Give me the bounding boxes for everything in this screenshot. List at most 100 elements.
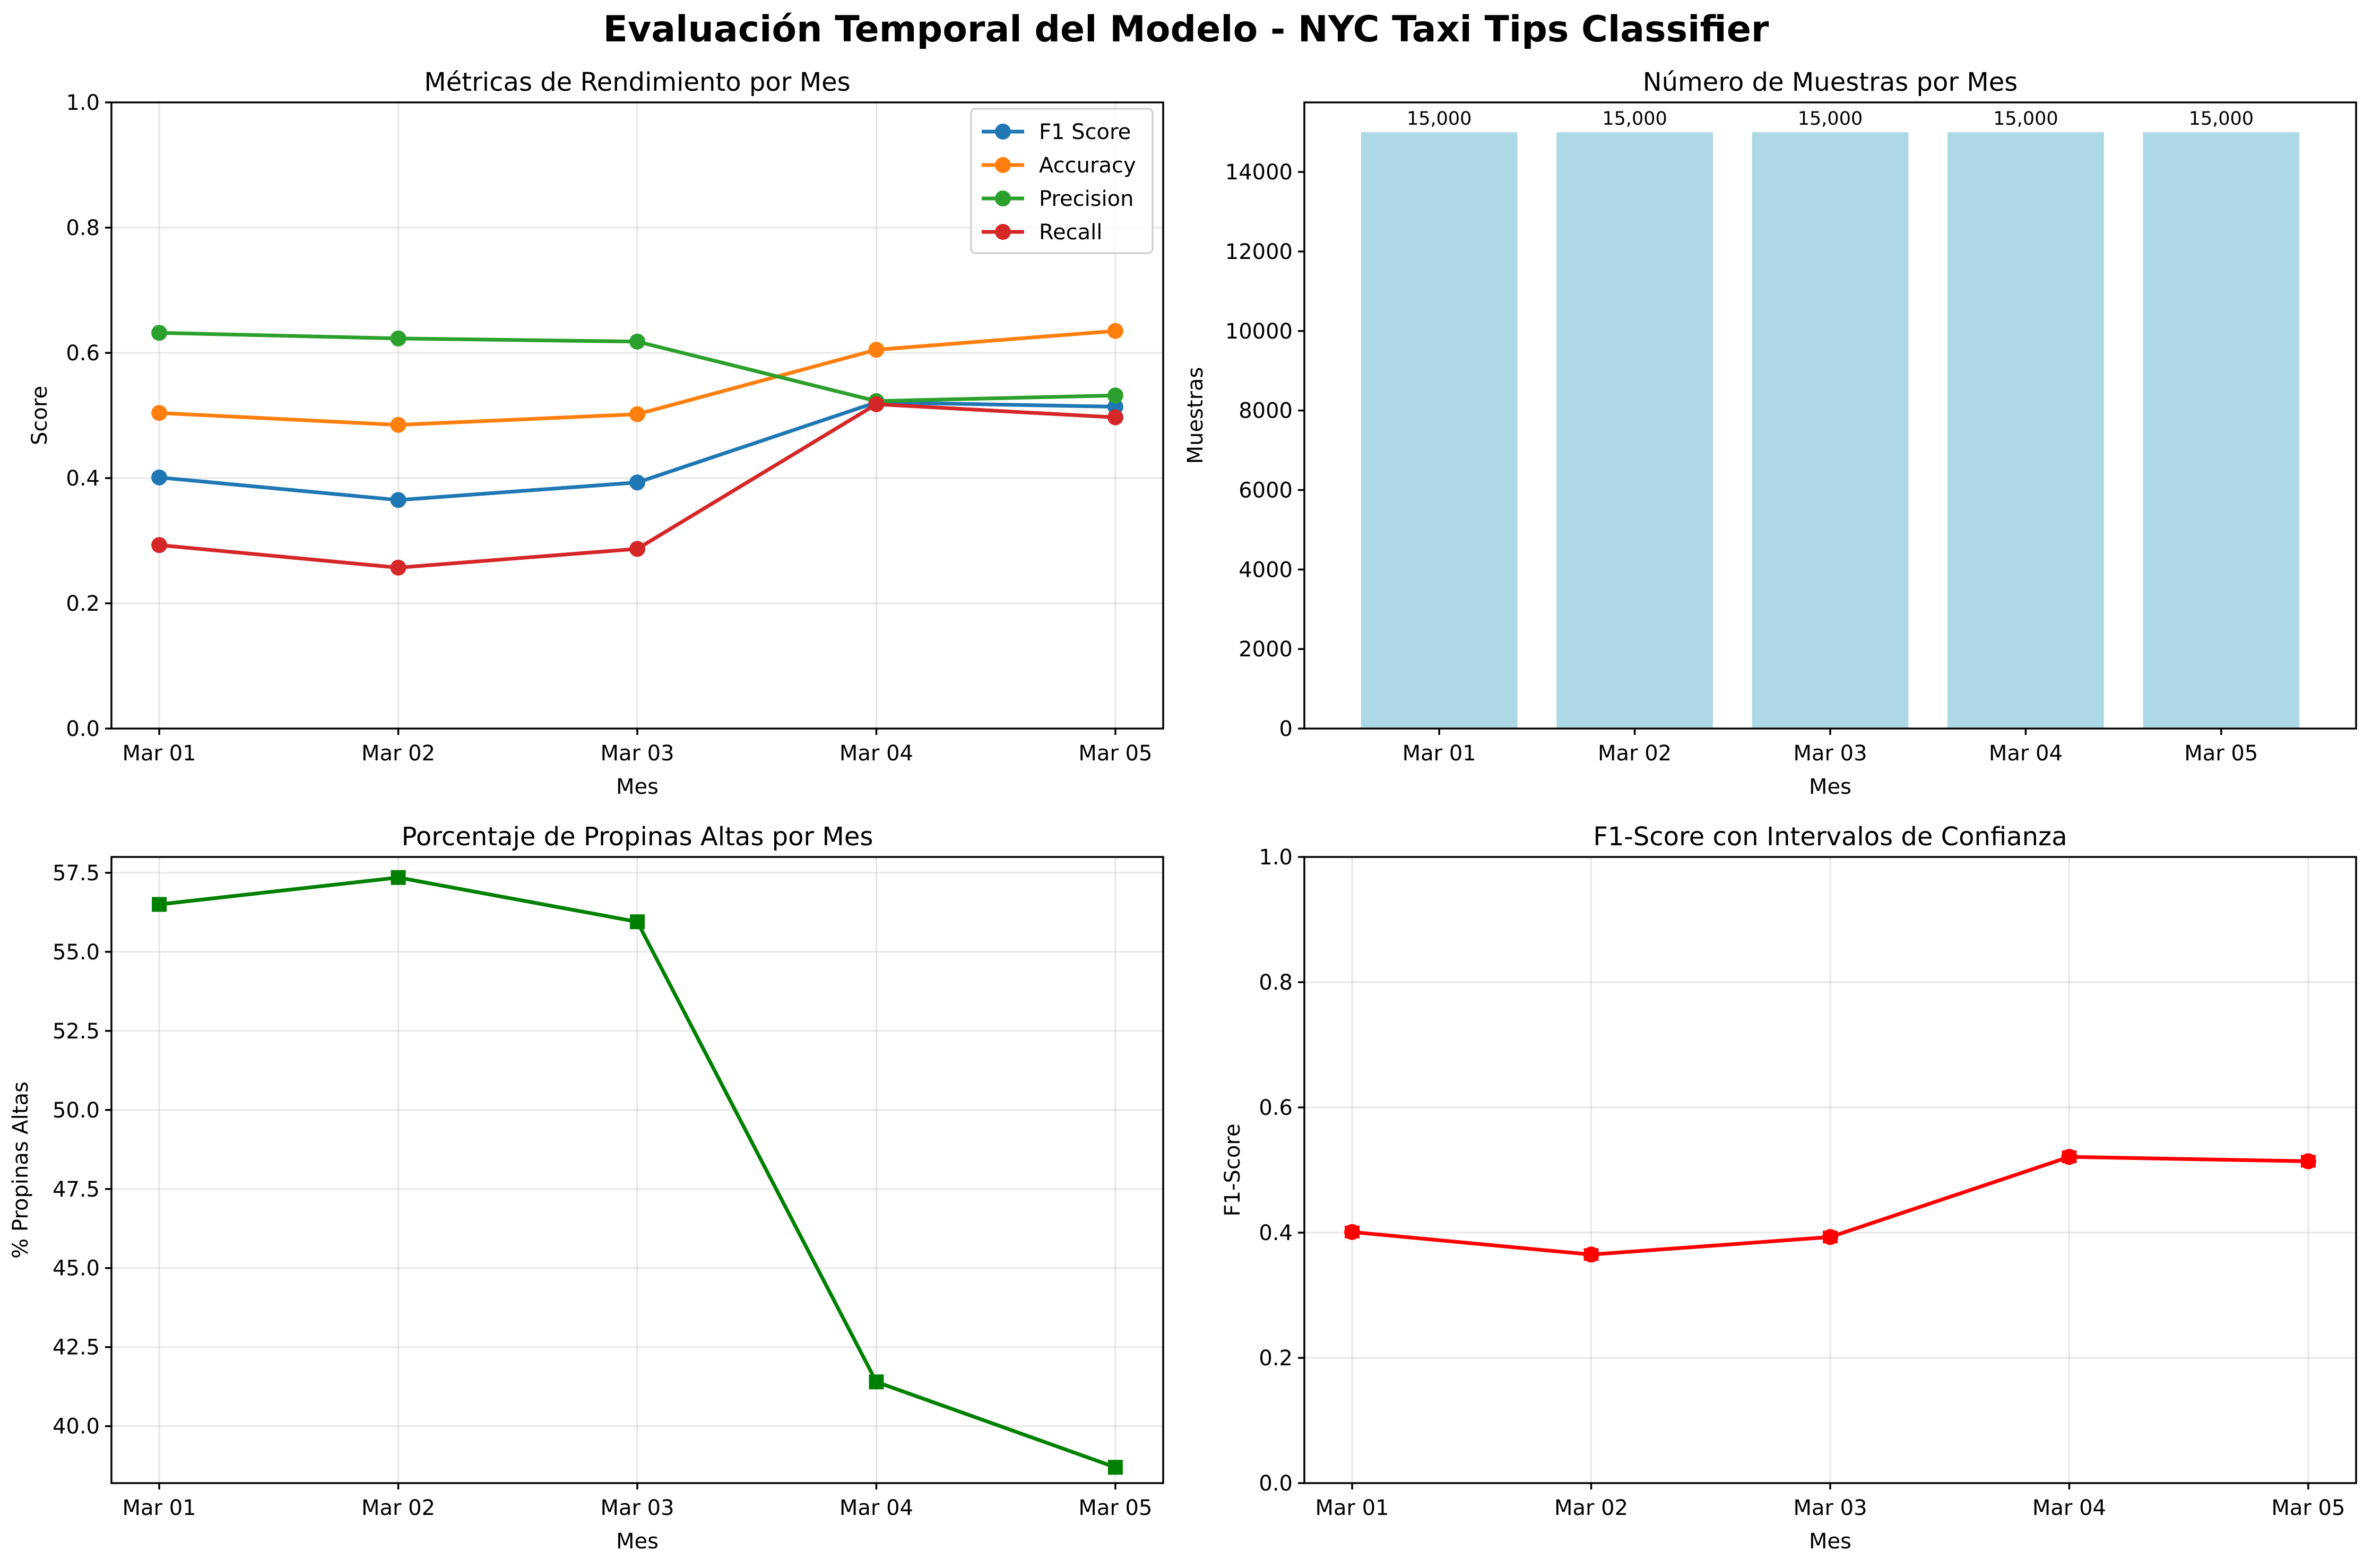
f1ci-series-point — [2061, 1149, 2077, 1165]
f1ci-chart-xlabel: Mes — [1809, 1529, 1851, 1554]
metrics-xtick-label: Mar 03 — [600, 741, 674, 766]
samples-xtick-label: Mar 01 — [1403, 741, 1476, 766]
samples-xtick-label: Mar 04 — [1989, 741, 2063, 766]
metrics-legend-recall-label: Recall — [1039, 220, 1102, 245]
metrics-xtick-label: Mar 04 — [839, 741, 913, 766]
f1ci-xtick-label: Mar 02 — [1554, 1496, 1628, 1520]
tips-series-point — [1107, 1460, 1123, 1475]
f1ci-chart: F1-Score con Intervalos de Confianza Mes… — [1220, 822, 2357, 1554]
metrics-legend-precision-label: Precision — [1039, 187, 1133, 211]
metrics-legend-recall-marker — [995, 224, 1011, 240]
samples-bar-value-label: 15,000 — [2189, 108, 2254, 129]
samples-chart-xlabel: Mes — [1809, 775, 1851, 799]
f1ci-series-point — [2300, 1153, 2316, 1169]
samples-bar-value-label: 15,000 — [1798, 108, 1863, 129]
f1ci-xtick-label: Mar 04 — [2032, 1496, 2106, 1520]
f1ci-xtick-label: Mar 03 — [1793, 1496, 1867, 1520]
metrics-precision-point — [629, 333, 645, 350]
tips-series-point — [630, 914, 645, 930]
samples-ytick-label: 14000 — [1225, 160, 1293, 185]
metrics-chart: Métricas de Rendimiento por Mes Mes Scor… — [28, 67, 1164, 799]
samples-bar — [1361, 132, 1518, 729]
samples-chart: Número de Muestras por Mes Mes Muestras … — [1183, 67, 2357, 799]
figure-suptitle: Evaluación Temporal del Modelo - NYC Tax… — [603, 8, 1769, 50]
f1ci-series-point — [1583, 1246, 1599, 1263]
samples-bar — [1947, 132, 2104, 729]
metrics-xtick-label: Mar 02 — [361, 741, 435, 766]
samples-xtick-label: Mar 05 — [2184, 741, 2258, 766]
tips-ytick-label: 47.5 — [53, 1177, 100, 1202]
metrics-precision-point — [1107, 387, 1123, 404]
samples-ytick-label: 10000 — [1225, 319, 1293, 344]
metrics-accuracy-point — [151, 405, 168, 421]
f1ci-ytick-label: 0.4 — [1259, 1221, 1293, 1245]
metrics-recall-point — [1107, 409, 1123, 426]
metrics-ytick-label: 0.4 — [66, 466, 100, 491]
metrics-chart-ylabel: Score — [28, 386, 52, 445]
metrics-xtick-label: Mar 01 — [123, 741, 196, 766]
f1ci-xtick-label: Mar 01 — [1315, 1496, 1389, 1520]
tips-xtick-label: Mar 05 — [1078, 1496, 1152, 1520]
tips-ytick-label: 40.0 — [53, 1415, 100, 1439]
f1ci-chart-title: F1-Score con Intervalos de Confianza — [1593, 822, 2067, 852]
metrics-recall-point — [151, 537, 168, 553]
samples-bar — [1556, 132, 1713, 729]
tips-xtick-label: Mar 04 — [839, 1496, 913, 1520]
samples-bar-value-label: 15,000 — [1407, 108, 1471, 129]
metrics-ytick-label: 1.0 — [66, 91, 100, 115]
tips-chart-ylabel: % Propinas Altas — [8, 1081, 33, 1259]
samples-chart-ylabel: Muestras — [1183, 367, 1208, 464]
f1ci-ytick-label: 0.6 — [1259, 1096, 1293, 1120]
samples-bar-value-label: 15,000 — [1993, 108, 2058, 129]
f1ci-ytick-label: 1.0 — [1259, 845, 1293, 870]
metrics-ytick-label: 0.2 — [66, 592, 100, 616]
metrics-precision-point — [151, 325, 168, 341]
samples-ytick-label: 4000 — [1239, 558, 1293, 582]
metrics-ytick-label: 0.8 — [66, 216, 100, 240]
tips-series-point — [152, 897, 167, 912]
metrics-recall-point — [868, 396, 885, 412]
f1ci-xtick-label: Mar 05 — [2271, 1496, 2345, 1520]
samples-ytick-label: 8000 — [1239, 399, 1293, 423]
metrics-xtick-label: Mar 05 — [1078, 741, 1152, 766]
tips-series-point — [869, 1374, 884, 1390]
samples-xtick-label: Mar 03 — [1793, 741, 1867, 766]
metrics-legend-accuracy-label: Accuracy — [1039, 153, 1136, 178]
samples-ytick-label: 6000 — [1239, 478, 1293, 503]
metrics-accuracy-point — [390, 417, 406, 433]
samples-bar — [2143, 132, 2300, 729]
tips-ytick-label: 42.5 — [53, 1336, 100, 1360]
samples-bar — [1752, 132, 1909, 729]
metrics-recall-point — [390, 559, 406, 576]
tips-chart-title: Porcentaje de Propinas Altas por Mes — [402, 822, 873, 852]
metrics-accuracy-point — [1107, 323, 1123, 339]
f1ci-ytick-label: 0.0 — [1259, 1471, 1293, 1496]
metrics-chart-title: Métricas de Rendimiento por Mes — [424, 67, 850, 97]
metrics-chart-xlabel: Mes — [616, 775, 659, 799]
f1ci-chart-ylabel: F1-Score — [1220, 1124, 1245, 1217]
metrics-legend-precision-marker — [995, 190, 1011, 206]
tips-ytick-label: 55.0 — [53, 940, 100, 965]
f1ci-series-point — [1344, 1224, 1361, 1240]
metrics-ytick-label: 0.0 — [66, 717, 100, 741]
metrics-legend-f1-score-label: F1 Score — [1039, 120, 1131, 144]
tips-chart: Porcentaje de Propinas Altas por Mes Mes… — [8, 822, 1164, 1554]
samples-bar-value-label: 15,000 — [1602, 108, 1667, 129]
tips-ytick-label: 52.5 — [53, 1019, 100, 1044]
metrics-f1-score-point — [390, 492, 406, 508]
tips-ytick-label: 45.0 — [53, 1257, 100, 1281]
metrics-f1-score-point — [151, 469, 168, 486]
metrics-legend-accuracy-marker — [995, 157, 1011, 173]
metrics-ytick-label: 0.6 — [66, 341, 100, 366]
metrics-precision-point — [390, 330, 406, 346]
f1ci-series-point — [1822, 1229, 1838, 1245]
f1ci-ytick-label: 0.2 — [1259, 1346, 1293, 1371]
metrics-f1-score-point — [629, 474, 645, 491]
tips-xtick-label: Mar 03 — [600, 1496, 674, 1520]
metrics-legend-f1-score-marker — [995, 124, 1011, 140]
metrics-recall-point — [629, 541, 645, 557]
samples-ytick-label: 2000 — [1239, 637, 1293, 662]
tips-ytick-label: 50.0 — [53, 1098, 100, 1123]
samples-ytick-label: 12000 — [1225, 240, 1293, 264]
tips-xtick-label: Mar 02 — [361, 1496, 435, 1520]
